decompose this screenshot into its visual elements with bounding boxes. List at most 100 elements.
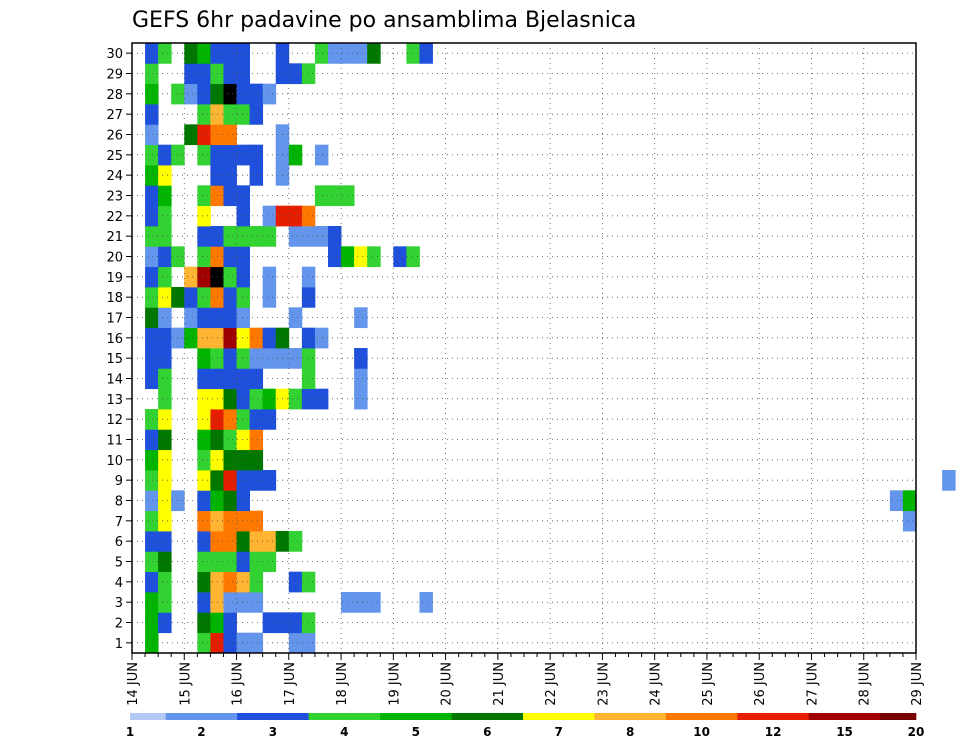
heat-cell	[158, 287, 172, 308]
heat-cell	[236, 104, 250, 125]
y-tick-label: 27	[106, 108, 123, 123]
y-tick-label: 3	[115, 596, 123, 611]
heat-cell	[288, 612, 303, 634]
legend-swatch	[308, 713, 381, 720]
heat-cell	[223, 510, 237, 532]
heat-cell	[902, 490, 917, 512]
heat-cell	[223, 124, 237, 146]
heat-cell	[184, 63, 198, 85]
heat-cell	[223, 63, 237, 85]
heat-cell	[145, 490, 159, 512]
heat-cell	[249, 327, 264, 349]
heat-cell	[223, 327, 237, 349]
chart-title: GEFS 6hr padavine po ansamblima Bjelasni…	[132, 8, 636, 33]
heat-cell	[236, 43, 250, 64]
y-tick-label: 21	[106, 230, 123, 245]
heat-cell	[262, 409, 277, 430]
heat-cell	[197, 83, 211, 105]
x-tick-label: 19 JUN	[387, 662, 402, 706]
legend-swatch	[130, 713, 167, 720]
heat-cell	[249, 470, 264, 491]
y-tick-label: 28	[106, 88, 123, 103]
legend-swatch	[880, 713, 917, 720]
heat-cell	[158, 409, 172, 430]
heat-cell	[314, 327, 329, 349]
heat-cell	[288, 144, 303, 166]
heat-cell	[197, 246, 211, 268]
heat-cell	[249, 551, 264, 573]
heat-cell	[145, 266, 159, 288]
heat-cell	[262, 327, 277, 349]
heat-cell	[145, 510, 159, 532]
heat-cell	[354, 368, 368, 390]
heat-cell	[197, 144, 211, 166]
heat-cell	[145, 592, 159, 613]
heat-cell	[145, 43, 159, 64]
heat-cell	[288, 348, 303, 369]
heat-cell	[158, 612, 172, 634]
legend-label: 6	[483, 725, 491, 739]
heat-cell	[419, 592, 433, 613]
heat-cell	[145, 409, 159, 430]
heat-cell	[223, 368, 237, 390]
legend-swatch	[737, 713, 810, 720]
x-tick-label: 24 JUN	[649, 662, 664, 706]
legend-label: 2	[197, 725, 205, 739]
heat-cell	[314, 144, 329, 166]
heat-cell	[262, 612, 277, 634]
heat-cell	[158, 144, 172, 166]
heat-cell	[419, 43, 433, 64]
heat-cell	[314, 226, 329, 247]
y-tick-label: 10	[106, 454, 123, 469]
heat-cell	[197, 348, 211, 369]
y-tick-label: 14	[106, 373, 123, 388]
heat-cell	[197, 327, 211, 349]
heat-cell	[158, 205, 172, 227]
heat-cell	[197, 429, 211, 451]
heat-cell	[236, 531, 250, 552]
x-tick-label: 14 JUN	[126, 662, 141, 706]
heat-cell	[249, 83, 264, 105]
y-tick-label: 7	[115, 515, 123, 530]
heat-cell	[158, 531, 172, 552]
heat-cell	[145, 368, 159, 390]
heat-cell	[328, 246, 342, 268]
heat-cell	[236, 63, 250, 85]
y-tick-label: 4	[115, 576, 123, 591]
heat-cell	[197, 612, 211, 634]
heat-cell	[314, 185, 329, 207]
x-tick-label: 21 JUN	[492, 662, 507, 706]
heat-cell	[236, 226, 250, 247]
heat-cell	[145, 327, 159, 349]
heat-cell	[262, 287, 277, 308]
heat-cell	[223, 43, 237, 64]
heat-cell	[197, 104, 211, 125]
heat-cell	[197, 226, 211, 247]
heat-cell	[223, 429, 237, 451]
x-tick-label: 18 JUN	[335, 662, 350, 706]
heat-cell	[197, 307, 211, 329]
heat-cell	[223, 246, 237, 268]
heat-cell	[158, 429, 172, 451]
heat-cell	[301, 571, 316, 593]
grid-layer	[132, 43, 916, 653]
heat-cell	[197, 531, 211, 552]
heat-cell	[223, 388, 237, 410]
heat-cell	[288, 571, 303, 593]
heat-cell	[145, 246, 159, 268]
heat-cell	[197, 470, 211, 491]
heat-cell	[145, 551, 159, 573]
legend-swatch	[594, 713, 667, 720]
heat-cell	[145, 165, 159, 186]
heat-cell	[236, 449, 250, 471]
heat-cell	[236, 83, 250, 105]
heat-cell	[367, 592, 381, 613]
heat-cell	[236, 409, 250, 430]
legend-swatch	[380, 713, 452, 720]
heat-cell	[145, 531, 159, 552]
heat-cell	[158, 226, 172, 247]
heat-cell	[158, 185, 172, 207]
legend-label: 8	[626, 725, 634, 739]
heat-cell	[301, 287, 316, 308]
heat-cell	[197, 266, 211, 288]
